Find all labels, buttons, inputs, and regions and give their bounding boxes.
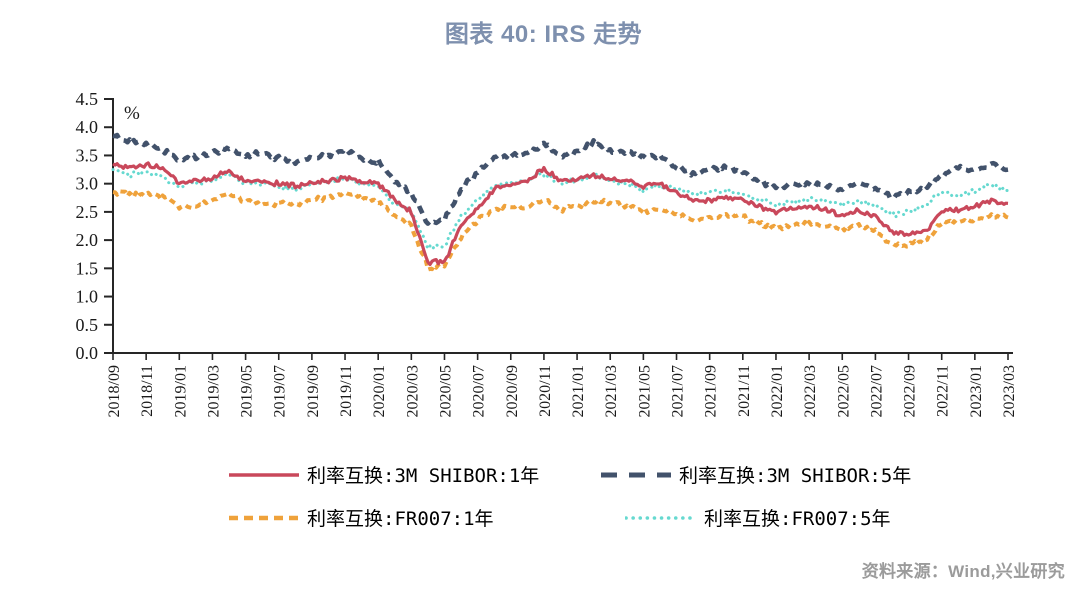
y-tick-label: 4.0 (76, 117, 99, 137)
x-tick-label: 2023/01 (968, 365, 985, 417)
series-line-2 (112, 189, 1009, 272)
x-tick-label: 2018/09 (106, 365, 123, 417)
y-tick-label: 2.5 (76, 202, 99, 222)
legend-label: 利率互换:3M SHIBOR:5年 (679, 465, 912, 487)
y-tick-label: 3.5 (76, 145, 99, 165)
legend-line-swatch-icon (625, 515, 697, 520)
chart-series-lines (111, 132, 1010, 272)
x-tick-label: 2019/01 (172, 365, 189, 417)
x-tick-label: 2020/01 (371, 365, 388, 417)
data-source-note: 资料来源：Wind,兴业研究 (861, 562, 1065, 581)
legend-item-fr007-5y: 利率互换:FR007:5年 (625, 504, 891, 531)
legend-label: 利率互换:FR007:5年 (704, 508, 891, 530)
x-tick-label: 2022/01 (769, 365, 786, 417)
series-line-3 (111, 167, 1010, 251)
series-line-0 (112, 161, 1009, 267)
x-tick-label: 2020/07 (471, 365, 488, 417)
x-tick-label: 2019/09 (305, 365, 322, 417)
x-tick-label: 2020/05 (437, 365, 454, 417)
legend-item-shibor-5y: 利率互换:3M SHIBOR:5年 (600, 461, 911, 488)
legend-label: 利率互换:3M SHIBOR:1年 (307, 465, 540, 487)
x-tick-label: 2019/03 (205, 365, 222, 417)
x-tick-label: 2022/07 (868, 365, 885, 417)
x-tick-label: 2021/09 (703, 365, 720, 417)
x-tick-label: 2020/11 (537, 365, 554, 417)
x-tick-label: 2022/05 (835, 365, 852, 417)
x-tick-label: 2022/11 (935, 365, 952, 417)
y-tick-label: 1.0 (76, 287, 99, 307)
x-tick-label: 2022/09 (902, 365, 919, 417)
y-tick-label: 4.5 (76, 89, 99, 109)
y-tick-label: 1.5 (76, 258, 99, 278)
irs-line-chart: 0.0 0.5 1.0 1.5 2.0 2.5 3.0 3.5 4.0 4.5 2018/09 201… (76, 89, 1019, 417)
x-tick-label: 2021/03 (603, 365, 620, 417)
legend-item-fr007-1y: 利率互换:FR007:1年 (228, 504, 494, 531)
legend-item-shibor-1y: 利率互换:3M SHIBOR:1年 (228, 461, 539, 488)
x-tick-label: 2019/05 (239, 365, 256, 417)
x-tick-label: 2021/11 (736, 365, 753, 417)
x-tick-label: 2022/03 (802, 365, 819, 417)
x-tick-label: 2021/05 (636, 365, 653, 417)
y-tick-label: 0.0 (76, 343, 99, 363)
x-tick-label: 2019/11 (338, 365, 355, 417)
x-tick-label: 2020/03 (404, 365, 421, 417)
x-tick-label: 2021/07 (670, 365, 687, 417)
x-tick-label: 2018/11 (139, 365, 156, 417)
legend-line-swatch-icon (601, 472, 671, 477)
legend-line-swatch-icon (229, 515, 299, 520)
x-tick-label: 2019/07 (272, 365, 289, 417)
y-tick-label: 3.0 (76, 174, 99, 194)
x-tick-label: 2023/03 (1001, 365, 1018, 417)
y-tick-label: 0.5 (76, 315, 99, 335)
legend-line-swatch-icon (229, 472, 299, 477)
y-axis-unit-label: % (124, 103, 140, 124)
legend-label: 利率互换:FR007:1年 (307, 508, 494, 530)
x-tick-label: 2020/09 (504, 365, 521, 417)
chart-title: 图表 40: IRS 走势 (444, 21, 643, 48)
y-tick-label: 2.0 (76, 230, 99, 250)
x-tick-label: 2021/01 (570, 365, 587, 417)
chart-axes: 0.0 0.5 1.0 1.5 2.0 2.5 3.0 3.5 4.0 4.5 2018/09 201… (76, 89, 1019, 417)
